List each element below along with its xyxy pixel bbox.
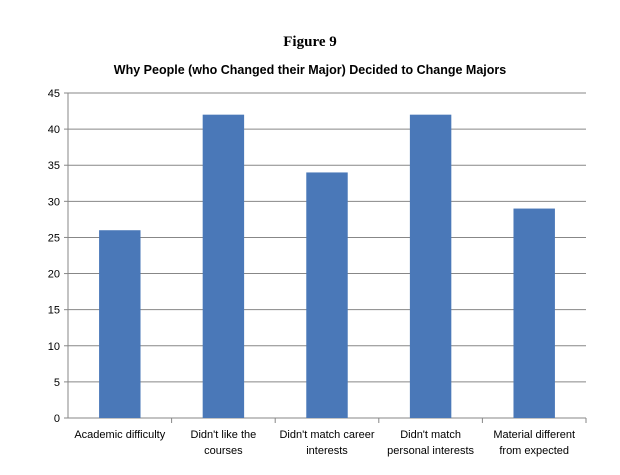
x-tick-label: Material different <box>493 429 575 441</box>
y-tick-label: 5 <box>54 377 60 389</box>
x-tick-label: Didn't like the <box>191 429 257 441</box>
bar <box>99 230 141 418</box>
x-tick-label: personal interests <box>387 445 474 457</box>
bars <box>99 114 555 419</box>
y-tick-labels: 0 5 10 15 20 25 30 35 40 45 <box>48 88 60 425</box>
x-tick-label: interests <box>306 445 348 457</box>
bar <box>409 114 452 419</box>
chart-title: Why People (who Changed their Major) Dec… <box>113 63 507 77</box>
x-tick-label: from expected <box>499 445 569 457</box>
y-tick-label: 25 <box>48 232 60 244</box>
x-tick-labels: Academic difficulty Didn't like the course… <box>74 429 575 457</box>
x-tick-label: Academic difficulty <box>74 429 165 441</box>
bar <box>306 172 348 418</box>
bar <box>202 114 245 419</box>
y-tick-label: 15 <box>48 305 60 317</box>
y-tick-label: 45 <box>48 88 60 100</box>
y-tick-label: 20 <box>48 269 60 281</box>
x-tick-label: courses <box>204 445 243 457</box>
y-tick-label: 35 <box>48 160 60 172</box>
gridlines <box>68 92 586 383</box>
y-tick-label: 30 <box>48 196 60 208</box>
bar <box>513 208 555 418</box>
y-tick-label: 0 <box>54 413 60 425</box>
y-tick-label: 10 <box>48 341 60 353</box>
y-tick-label: 40 <box>48 124 60 136</box>
x-tick-label: Didn't match <box>400 429 461 441</box>
figure-label: Figure 9 <box>283 34 337 50</box>
x-tick-label: Didn't match career <box>279 429 374 441</box>
